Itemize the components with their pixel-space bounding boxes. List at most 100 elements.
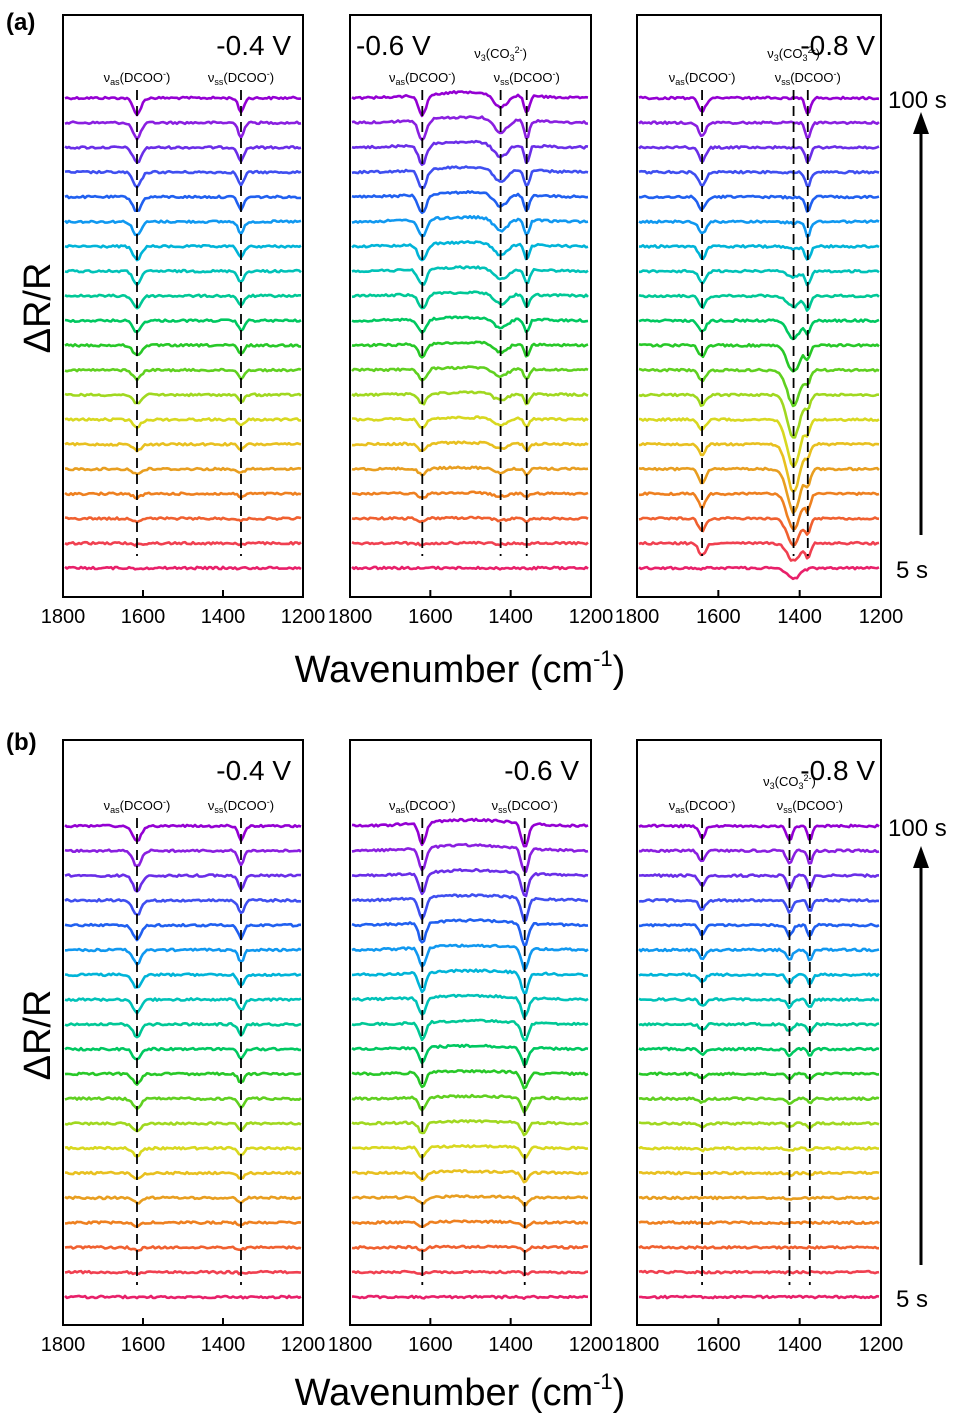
panel-3-spectrum-15 — [64, 1195, 302, 1205]
panel-1-spectrum-3 — [351, 165, 589, 190]
panel-5-spectrum-5 — [638, 947, 880, 962]
panel-5-spectrum-9 — [638, 1046, 880, 1058]
panel-3-spectrum-5 — [65, 947, 302, 966]
panel-4-spectrum-16 — [351, 1219, 588, 1229]
panel-5-band-label-1: ν3(CO32-) — [763, 773, 816, 791]
panel-1-band-label-1: ν3(CO32-) — [474, 45, 527, 63]
panel-1-tick-label: 1800 — [328, 606, 373, 628]
panel-5-tick-label: 1400 — [777, 1334, 822, 1356]
panel-2: 1800 1600 1400 1200 -0.8 V νas(DCOO-) ν3(CO32-… — [615, 14, 904, 628]
panel-0-tick-label: 1800 — [41, 606, 86, 628]
panel-1-spectrum-9 — [351, 315, 589, 335]
panel-4-tick-label: 1200 — [569, 1334, 614, 1356]
panel-2-spectrum-5 — [638, 219, 880, 238]
panel-2-spectrum-9 — [638, 318, 880, 341]
panel-0-spectrum-13 — [64, 417, 302, 430]
x-axis-label-b: Wavenumber (cm-1) — [295, 1369, 626, 1413]
panel-1-spectrum-8 — [351, 290, 589, 310]
panel-3-tick-label: 1800 — [41, 1334, 86, 1356]
x-axis-label-b-close: ) — [613, 1372, 626, 1413]
panel-2-tick-label: 1200 — [859, 606, 904, 628]
panel-5-spectrum-7 — [638, 997, 880, 1010]
panel-0-spectrum-3 — [64, 169, 302, 189]
panel-0-tick-label: 1400 — [201, 606, 246, 628]
panel-1-tick-label: 1400 — [488, 606, 533, 628]
panel-0-spectrum-16 — [64, 491, 302, 501]
panel-4-spectrum-15 — [351, 1194, 589, 1207]
panel-5-spectrum-13 — [638, 1145, 880, 1153]
time-arrow-a — [913, 112, 929, 535]
panel-1-band-label-2: νss(DCOO-) — [494, 69, 560, 87]
panel-4-spectrum-0 — [351, 817, 589, 848]
panel-5-frame — [636, 739, 882, 1326]
x-axis-label-a-main: Wavenumber (cm — [295, 649, 593, 691]
panel-3-spectrum-8 — [64, 1021, 302, 1039]
panel-1-spectrum-19 — [351, 565, 589, 571]
panel-1-spectrum-4 — [351, 190, 589, 215]
panel-1-potential: -0.6 V — [356, 30, 431, 61]
panel-2-spectrum-8 — [638, 293, 880, 312]
panel-5-tick-label: 1600 — [696, 1334, 741, 1356]
panel-4-spectrum-2 — [351, 867, 589, 898]
panel-label-a: (a) — [6, 9, 35, 36]
panel-2-spectrum-12 — [638, 392, 879, 439]
panel-4-spectrum-1 — [351, 842, 589, 873]
time-label-top-b: 100 s — [888, 815, 947, 842]
panel-4-tick-label: 1800 — [328, 1334, 373, 1356]
panel-2-potential: -0.8 V — [800, 30, 875, 61]
panel-3-spectrum-0 — [64, 823, 302, 843]
panel-0: 1800 1600 1400 1200 -0.4 V νas(DCOO-) νss(DCOO… — [41, 14, 326, 628]
y-axis-label-b: ΔR/R — [17, 990, 59, 1081]
panel-4-spectrum-17 — [351, 1244, 589, 1253]
panel-5-spectrum-1 — [638, 848, 880, 865]
panel-2-spectrum-17 — [638, 516, 880, 547]
panel-2-spectrum-2 — [638, 145, 880, 164]
panel-3-spectrum-13 — [64, 1145, 302, 1158]
panel-0-spectrum-4 — [64, 194, 302, 212]
panel-2-spectrum-10 — [638, 342, 880, 373]
panel-4-spectrum-13 — [351, 1144, 589, 1159]
x-axis-label-a: Wavenumber (cm-1) — [295, 646, 626, 691]
panel-0-spectrum-14 — [64, 441, 302, 453]
panel-3-spectrum-1 — [64, 848, 302, 868]
panel-5-band-label-2: νss(DCOO-) — [777, 797, 843, 815]
panel-4-spectrum-18 — [351, 1269, 589, 1277]
panel-1-spectrum-7 — [351, 265, 589, 286]
panel-2-spectrum-6 — [638, 244, 880, 261]
panel-0-spectrum-8 — [64, 293, 301, 310]
panel-5-spectrum-12 — [638, 1121, 880, 1130]
panel-2-spectrum-0 — [638, 95, 880, 115]
panel-3-tick-label: 1600 — [121, 1334, 166, 1356]
panel-2-spectrum-3 — [638, 169, 880, 188]
panel-2-band-label-2: νss(DCOO-) — [775, 69, 841, 87]
panel-4-spectrum-12 — [351, 1119, 589, 1137]
panel-0-spectrum-10 — [64, 342, 302, 357]
panel-1-spectrum-12 — [351, 390, 589, 406]
spectra-panels: 1800 1600 1400 1200 -0.4 V νas(DCOO-) νss(DCOO… — [41, 14, 904, 1356]
panel-3: 1800 1600 1400 1200 -0.4 V νas(DCOO-) νss(DCOO… — [41, 739, 326, 1356]
x-axis-label-a-sup: -1 — [593, 646, 613, 671]
panel-4-spectrum-7 — [351, 993, 589, 1019]
panel-2-spectrum-15 — [638, 466, 880, 515]
panel-3-spectrum-9 — [64, 1046, 302, 1061]
panel-5: 1800 1600 1400 1200 -0.8 V νas(DCOO-) ν3(CO32-… — [615, 739, 903, 1356]
panel-4-spectrum-11 — [351, 1093, 589, 1114]
panel-3-frame — [62, 739, 304, 1326]
panel-4-band-label-0: νas(DCOO-) — [389, 797, 456, 815]
panel-3-tick-label: 1200 — [281, 1334, 326, 1356]
panel-2-spectrum-13 — [638, 417, 880, 468]
panel-5-band-label-0: νas(DCOO-) — [669, 797, 736, 815]
panel-2-tick-label: 1400 — [777, 606, 822, 628]
panel-3-spectrum-10 — [64, 1071, 302, 1086]
panel-5-spectrum-0 — [638, 823, 880, 842]
panel-1-spectrum-10 — [351, 340, 589, 359]
time-arrow-b — [913, 846, 929, 1265]
panel-1-band-label-0: νas(DCOO-) — [389, 69, 456, 87]
panel-0-tick-label: 1200 — [281, 606, 326, 628]
panel-5-spectrum-2 — [638, 873, 880, 891]
panel-0-frame — [62, 14, 304, 598]
panel-5-spectrum-10 — [638, 1071, 880, 1081]
panel-1-spectrum-15 — [351, 465, 589, 477]
panel-3-band-label-1: νss(DCOO-) — [208, 797, 274, 815]
panel-2-spectrum-18 — [638, 540, 880, 562]
